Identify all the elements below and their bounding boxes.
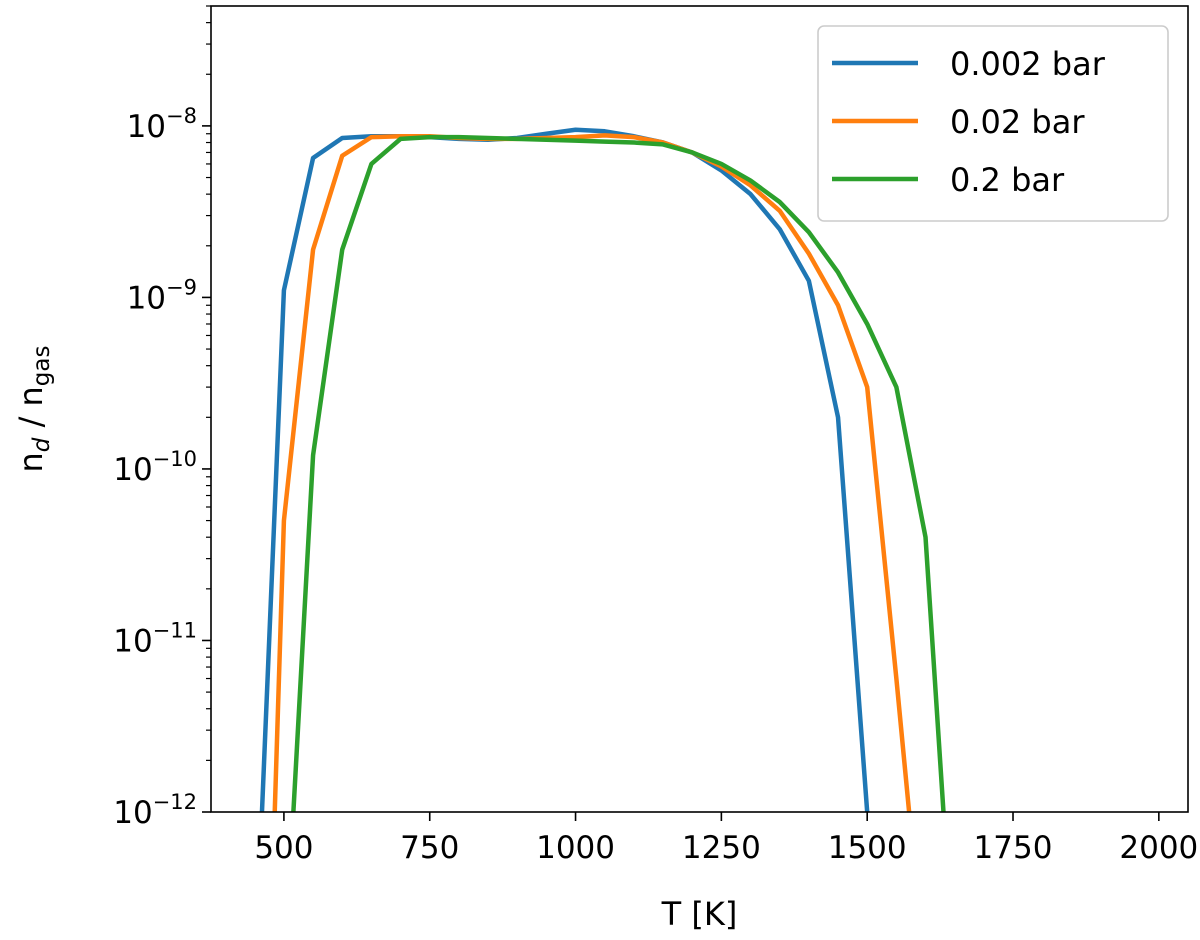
y-tick-label: 10−8 xyxy=(127,104,197,145)
y-tick-label: 10−11 xyxy=(113,618,197,659)
x-tick-label: 2000 xyxy=(1119,830,1198,866)
x-tick-label: 500 xyxy=(254,830,313,866)
legend-label: 0.2 bar xyxy=(950,161,1065,199)
y-tick-label: 10−9 xyxy=(127,275,197,316)
x-axis: 500 750 1000 1250 1500 1750 2000 xyxy=(254,812,1198,866)
legend-label: 0.02 bar xyxy=(950,103,1085,141)
legend-frame xyxy=(817,25,1169,222)
x-tick-label: 1750 xyxy=(974,830,1053,866)
series-line-2 xyxy=(291,134,946,812)
series-layer xyxy=(259,127,946,812)
y-axis: 10−12 10−11 10−10 10−9 10−8 xyxy=(113,5,211,831)
legend: 0.002 bar 0.02 bar 0.2 bar xyxy=(817,25,1169,222)
x-tick-label: 1250 xyxy=(682,830,761,866)
legend-label: 0.002 bar xyxy=(950,45,1106,83)
y-tick-label: 10−10 xyxy=(113,447,197,488)
x-tick-label: 750 xyxy=(400,830,459,866)
y-axis-label: nd / ngas xyxy=(12,346,55,473)
y-tick-label: 10−12 xyxy=(113,790,197,831)
x-tick-label: 1000 xyxy=(536,830,615,866)
x-axis-label: T [K] xyxy=(661,895,738,933)
x-tick-label: 1500 xyxy=(828,830,907,866)
series-line-0 xyxy=(259,127,870,812)
plot-frame xyxy=(210,5,1189,813)
series-line-1 xyxy=(272,133,912,812)
